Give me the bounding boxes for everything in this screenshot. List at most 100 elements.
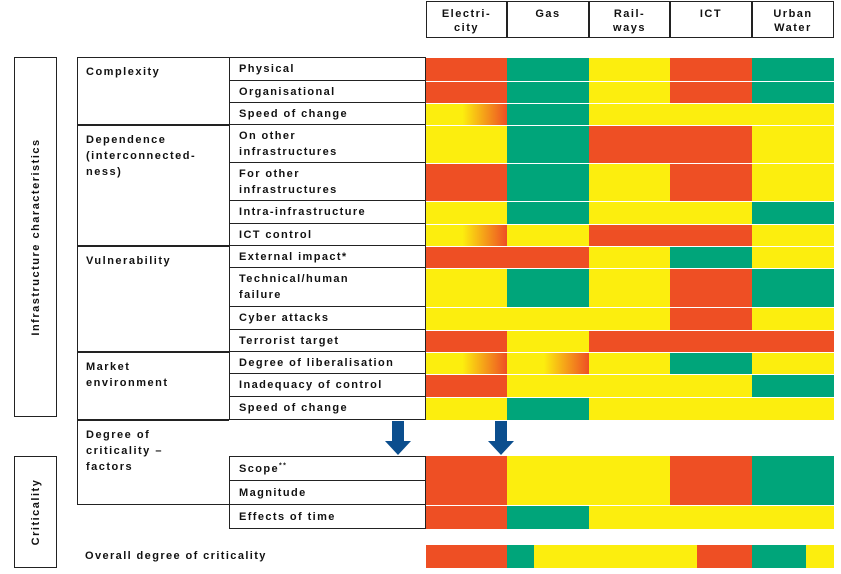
footnote-mark: **: [279, 461, 288, 469]
rating-cell: [752, 330, 834, 352]
row-label-text: Organisational: [239, 85, 336, 98]
rating-cell: [752, 268, 834, 307]
rating-cell: [752, 397, 834, 420]
row-label-text: Physical: [239, 63, 295, 75]
rating-cell: [507, 125, 589, 163]
group-title: Complexity: [86, 66, 161, 78]
row-label-text: External impact*: [239, 250, 348, 263]
row-label: Speed of change: [229, 397, 426, 420]
rating-cell: [752, 224, 834, 246]
row-label: Organisational: [229, 81, 426, 103]
rating-cell: [426, 81, 507, 103]
rating-cell: [589, 224, 670, 246]
rating-cell: [589, 456, 670, 481]
rating-cell: [426, 456, 507, 481]
rating-cell: [589, 268, 670, 307]
rating-cell: [589, 201, 670, 224]
rating-cell: [752, 246, 834, 268]
down-arrow-icon: [385, 421, 411, 455]
rating-cell: [670, 268, 752, 307]
column-header-label: ICT: [699, 8, 723, 20]
rating-cell: [507, 352, 589, 374]
rating-cell: [426, 125, 507, 163]
rating-cell: [426, 57, 507, 81]
rating-cell: [589, 246, 670, 268]
rating-cell: [589, 505, 670, 529]
down-arrow-icon: [488, 421, 514, 455]
rating-cell: [507, 397, 589, 420]
rating-cell: [752, 374, 834, 397]
column-header-label: Urban Water: [773, 8, 813, 34]
row-label-text: Effects of time: [239, 510, 336, 523]
rating-cell: [426, 224, 507, 246]
row-label-text: Terrorist target: [239, 334, 340, 347]
rating-cell: [507, 330, 589, 352]
criticality-panel: Criticality: [14, 456, 57, 568]
row-label: Cyber attacks: [229, 307, 426, 330]
rating-cell: [426, 201, 507, 224]
rating-cell: [670, 544, 752, 568]
rating-cell: [670, 81, 752, 103]
row-label: For other infrastructures: [229, 163, 426, 201]
row-label: External impact*: [229, 246, 426, 268]
rating-cell: [426, 103, 507, 125]
rating-cell: [670, 397, 752, 420]
rating-cell: [507, 201, 589, 224]
row-label: On other infrastructures: [229, 125, 426, 163]
rating-cell: [670, 352, 752, 374]
rating-cell: [426, 397, 507, 420]
rating-cell: [589, 397, 670, 420]
row-label-text: Cyber attacks: [239, 312, 330, 324]
rating-cell: [670, 246, 752, 268]
rating-cell: [752, 201, 834, 224]
column-header: Electri- city: [426, 1, 507, 38]
rating-cell: [589, 163, 670, 201]
rating-cell: [752, 505, 834, 529]
group-title: Vulnerability: [86, 255, 172, 267]
side-label-characteristics: Infrastructure characteristics: [29, 138, 42, 336]
group-title: Market environment: [86, 361, 169, 389]
group-box: Complexity: [77, 57, 229, 125]
row-label: Technical/human failure: [229, 268, 426, 307]
row-label: Scope**: [229, 456, 426, 481]
rating-cell: [507, 456, 589, 481]
column-header: Rail- ways: [589, 1, 670, 38]
rating-cell: [752, 481, 834, 505]
row-label-text: Scope**: [239, 461, 288, 475]
rating-cell: [589, 81, 670, 103]
rating-cell: [589, 103, 670, 125]
rating-cell: [507, 481, 589, 505]
row-label-text: Overall degree of criticality: [85, 550, 267, 562]
group-title: Dependence (interconnected- ness): [86, 134, 197, 178]
row-label: ICT control: [229, 224, 426, 246]
characteristics-panel: Infrastructure characteristics: [14, 57, 57, 417]
rating-cell: [752, 163, 834, 201]
row-label-text: Technical/human failure: [239, 273, 350, 301]
rating-cell: [670, 201, 752, 224]
rating-cell: [589, 57, 670, 81]
rating-cell: [670, 307, 752, 330]
row-label-text: On other infrastructures: [239, 129, 338, 158]
rating-cell: [589, 374, 670, 397]
side-label-criticality: Criticality: [29, 478, 42, 546]
rating-cell: [507, 268, 589, 307]
column-header: Gas: [507, 1, 589, 38]
rating-cell: [670, 481, 752, 505]
rating-cell: [670, 456, 752, 481]
group-title: Degree of criticality – factors: [86, 429, 163, 473]
rating-cell: [670, 163, 752, 201]
row-label: Speed of change: [229, 103, 426, 125]
group-box: Market environment: [77, 352, 229, 420]
rating-cell: [507, 544, 589, 568]
rating-cell: [426, 544, 507, 568]
rating-cell: [670, 505, 752, 529]
row-label: Intra-infrastructure: [229, 201, 426, 224]
rating-cell: [670, 374, 752, 397]
rating-cell: [589, 307, 670, 330]
column-header-label: Gas: [535, 8, 561, 20]
rating-cell: [507, 505, 589, 529]
rating-cell: [670, 125, 752, 163]
row-label: Physical: [229, 57, 426, 81]
row-label: Magnitude: [229, 481, 426, 505]
row-label-text: Degree of liberalisation: [239, 356, 395, 369]
